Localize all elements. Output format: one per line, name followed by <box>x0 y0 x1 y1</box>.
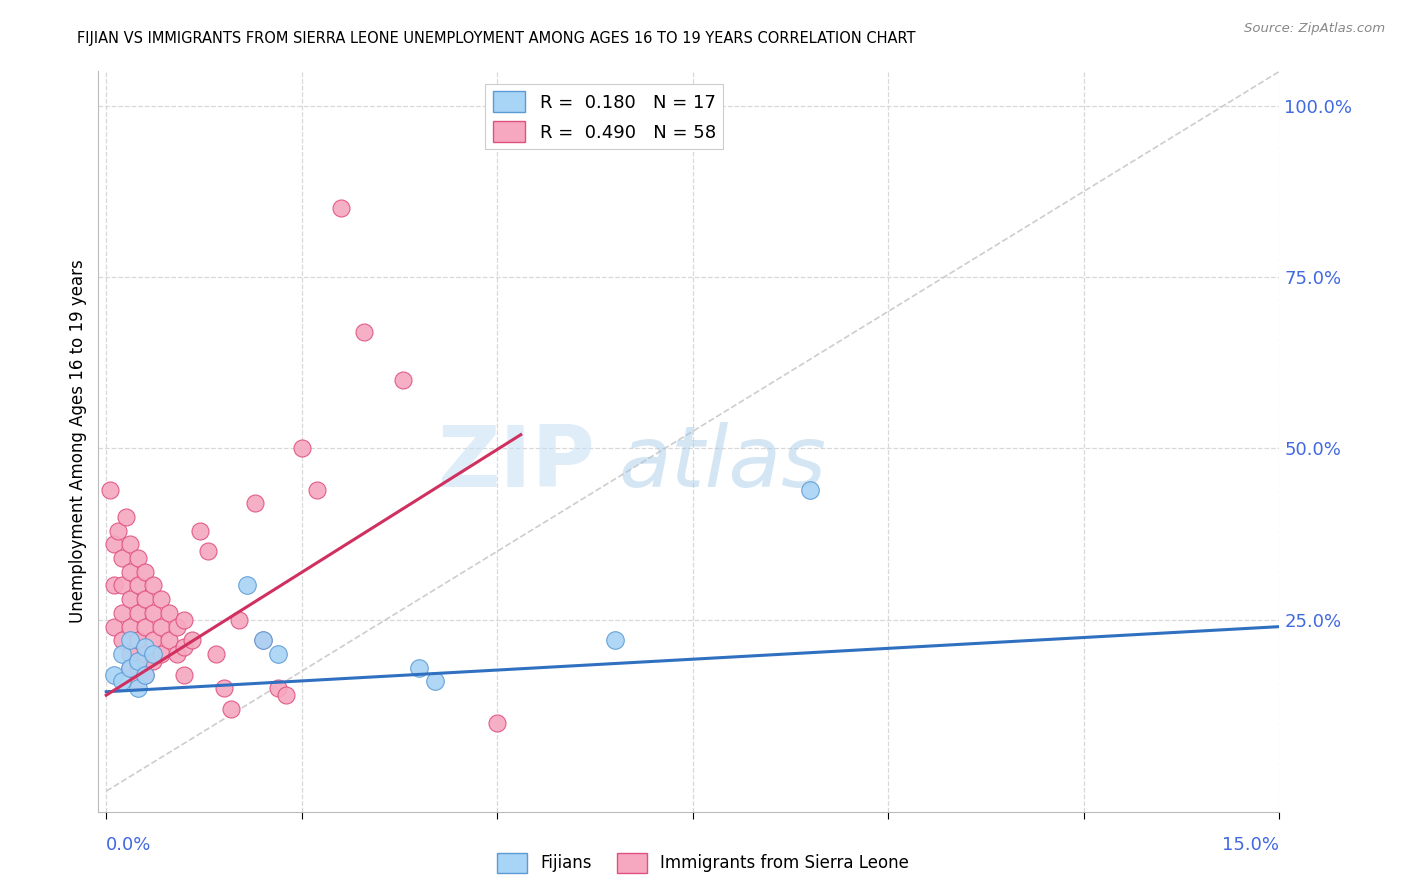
Y-axis label: Unemployment Among Ages 16 to 19 years: Unemployment Among Ages 16 to 19 years <box>69 260 87 624</box>
Point <box>103 667 125 681</box>
Point <box>236 578 259 592</box>
Point <box>252 633 274 648</box>
Point <box>212 681 235 696</box>
Point <box>181 633 204 648</box>
Point <box>603 633 626 648</box>
Point <box>166 620 188 634</box>
Point <box>134 640 156 655</box>
Point <box>127 681 149 696</box>
Point <box>204 647 226 661</box>
Point <box>142 578 165 592</box>
Point <box>127 606 149 620</box>
Point <box>142 647 165 661</box>
Point <box>142 654 165 668</box>
Point <box>423 674 446 689</box>
Point <box>118 633 141 648</box>
Point <box>114 510 136 524</box>
Point <box>197 544 219 558</box>
Point <box>127 551 149 566</box>
Point <box>173 640 195 655</box>
Text: FIJIAN VS IMMIGRANTS FROM SIERRA LEONE UNEMPLOYMENT AMONG AGES 16 TO 19 YEARS CO: FIJIAN VS IMMIGRANTS FROM SIERRA LEONE U… <box>77 31 915 46</box>
Point <box>134 647 156 661</box>
Point <box>111 606 134 620</box>
Point <box>157 606 180 620</box>
Point <box>111 551 134 566</box>
Point <box>173 613 195 627</box>
Point <box>98 483 121 497</box>
Point <box>111 647 134 661</box>
Point <box>107 524 129 538</box>
Point <box>243 496 266 510</box>
Point <box>329 202 352 216</box>
Point <box>150 620 173 634</box>
Point <box>134 620 156 634</box>
Point <box>118 620 141 634</box>
Point <box>127 654 149 668</box>
Text: 0.0%: 0.0% <box>107 836 152 854</box>
Legend: Fijians, Immigrants from Sierra Leone: Fijians, Immigrants from Sierra Leone <box>491 847 915 880</box>
Point <box>408 661 430 675</box>
Point <box>267 681 290 696</box>
Point <box>134 667 156 681</box>
Point <box>486 715 509 730</box>
Point <box>291 442 314 456</box>
Text: 15.0%: 15.0% <box>1222 836 1279 854</box>
Point <box>307 483 329 497</box>
Point <box>127 633 149 648</box>
Point <box>134 565 156 579</box>
Text: Source: ZipAtlas.com: Source: ZipAtlas.com <box>1244 22 1385 36</box>
Point <box>118 647 141 661</box>
Point <box>118 537 141 551</box>
Point <box>252 633 274 648</box>
Point <box>118 565 141 579</box>
Point <box>111 633 134 648</box>
Point <box>173 667 195 681</box>
Point <box>221 702 243 716</box>
Point <box>267 647 290 661</box>
Point <box>118 592 141 607</box>
Point <box>188 524 211 538</box>
Point <box>118 661 141 675</box>
Point <box>134 667 156 681</box>
Point <box>150 592 173 607</box>
Point <box>142 633 165 648</box>
Point <box>111 674 134 689</box>
Point <box>142 606 165 620</box>
Point <box>127 578 149 592</box>
Point <box>157 633 180 648</box>
Point <box>166 647 188 661</box>
Point <box>134 592 156 607</box>
Point <box>103 578 125 592</box>
Legend: R =  0.180   N = 17, R =  0.490   N = 58: R = 0.180 N = 17, R = 0.490 N = 58 <box>485 84 723 149</box>
Point <box>118 661 141 675</box>
Point <box>103 620 125 634</box>
Point <box>111 578 134 592</box>
Point <box>276 688 298 702</box>
Point <box>127 661 149 675</box>
Text: atlas: atlas <box>619 422 827 505</box>
Text: ZIP: ZIP <box>437 422 595 505</box>
Point <box>353 325 375 339</box>
Point <box>103 537 125 551</box>
Point <box>127 674 149 689</box>
Point <box>392 373 415 387</box>
Point <box>150 647 173 661</box>
Point <box>799 483 821 497</box>
Point <box>228 613 250 627</box>
